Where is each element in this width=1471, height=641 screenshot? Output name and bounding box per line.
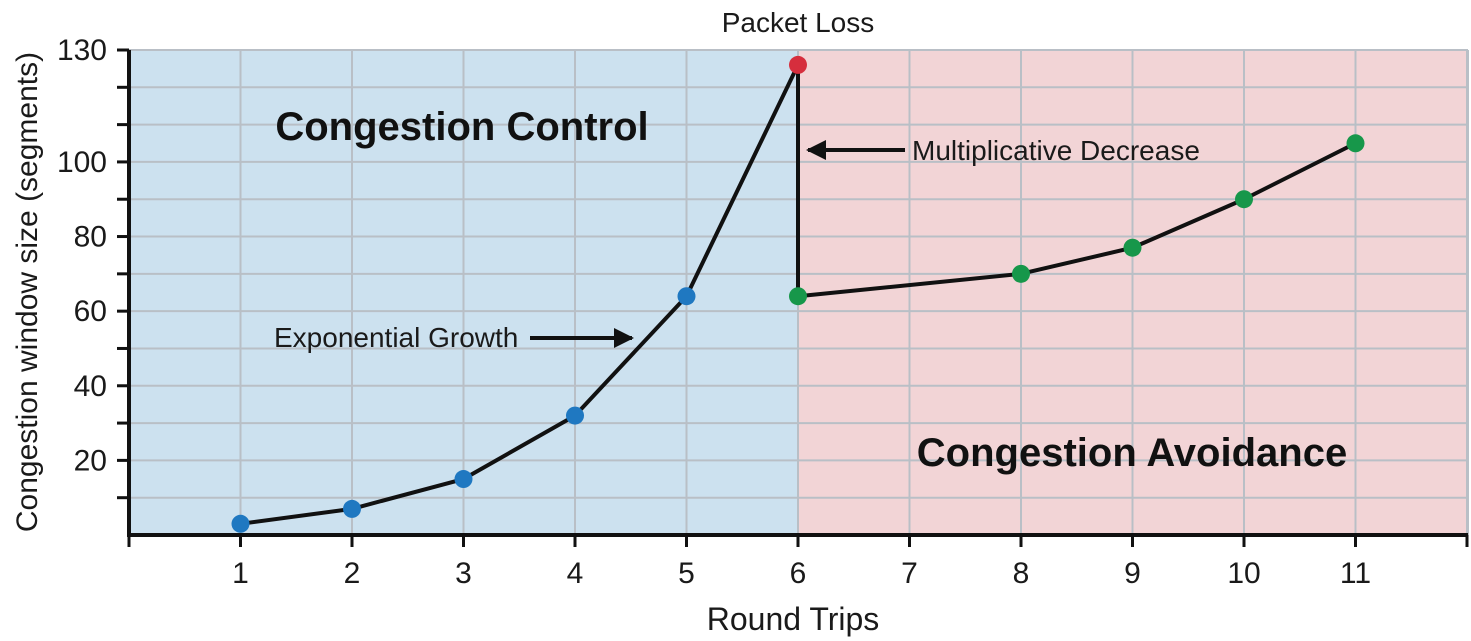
x-tick-label: 8 <box>1013 557 1030 590</box>
x-axis-label: Round Trips <box>707 601 880 637</box>
data-point-0 <box>231 514 250 533</box>
data-point-5 <box>789 55 807 74</box>
data-point-4 <box>677 287 696 306</box>
multiplicative-decrease-label: Multiplicative Decrease <box>912 135 1200 166</box>
chart-series <box>231 55 1365 533</box>
data-point-2 <box>454 470 473 489</box>
exponential-growth-label: Exponential Growth <box>274 322 518 353</box>
x-tick-label: 4 <box>567 557 584 590</box>
x-tick-label: 7 <box>901 557 918 590</box>
x-tick-label: 11 <box>1340 557 1371 590</box>
x-tick-label: 2 <box>344 557 361 590</box>
x-tick-label: 10 <box>1227 557 1260 590</box>
data-point-10 <box>1346 134 1365 153</box>
x-tick-label: 5 <box>678 557 695 590</box>
y-tick-label: 130 <box>57 34 107 67</box>
region-label-congestion-control: Congestion Control <box>275 105 648 149</box>
chart-axes: 20 40 60 80 100 130 1 2 3 4 5 6 7 8 9 10 11 <box>57 34 1469 590</box>
y-tick-label: 20 <box>74 444 107 477</box>
x-tick-label: 6 <box>790 557 807 590</box>
y-tick-label: 100 <box>57 146 107 179</box>
x-tick-label: 9 <box>1124 557 1141 590</box>
chart-annotations <box>530 140 905 348</box>
y-axis-label: Congestion window size (segments) <box>11 52 44 532</box>
y-tick-label: 60 <box>74 295 107 328</box>
data-point-6 <box>789 287 807 306</box>
x-tick-label: 1 <box>232 557 249 590</box>
y-tick-label: 40 <box>74 370 107 403</box>
packet-loss-label: Packet Loss <box>722 7 875 38</box>
data-point-7 <box>1012 264 1030 283</box>
region-label-congestion-avoidance: Congestion Avoidance <box>917 431 1347 475</box>
y-tick-label: 80 <box>74 221 107 254</box>
data-point-1 <box>343 499 361 518</box>
data-point-9 <box>1235 190 1253 209</box>
data-point-8 <box>1123 238 1142 257</box>
data-point-3 <box>566 406 584 425</box>
x-tick-label: 3 <box>455 557 472 590</box>
